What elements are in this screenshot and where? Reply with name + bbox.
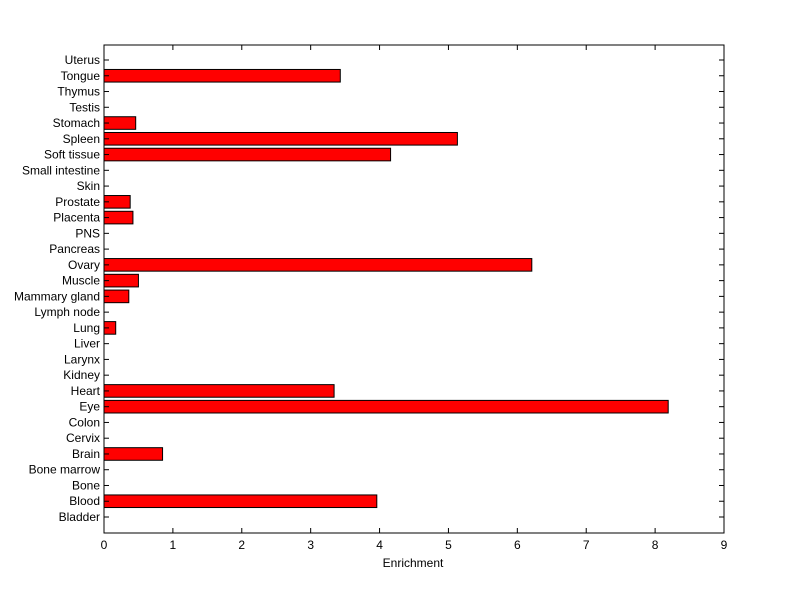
y-tick-label: Liver [74,337,100,351]
y-tick-label: Stomach [53,116,100,130]
x-tick-label: 0 [101,538,108,552]
y-tick-label: PNS [75,226,100,240]
y-tick-label: Eye [79,400,100,414]
y-tick-label: Bladder [59,510,100,524]
bar-eye [103,399,669,414]
y-tick-label: Larynx [64,352,100,366]
y-tick-label: Ovary [68,258,100,272]
y-tick-label: Heart [71,384,101,398]
y-tick-label: Mammary gland [14,289,100,303]
bars-layer [103,68,669,509]
bar-spleen [103,131,458,146]
y-tick-label: Cervix [66,431,100,445]
x-tick-label: 6 [514,538,521,552]
bar-brain [103,447,164,461]
plot-frame [103,44,725,534]
bar-blood [103,494,378,509]
y-tick-label: Lung [73,321,100,335]
x-tick-label: 8 [652,538,659,552]
y-tick-label: Colon [69,415,100,429]
y-tick-label: Uterus [65,53,100,67]
x-tick-label: 9 [721,538,728,552]
y-tick-label: Lymph node [34,305,100,319]
y-tick-label: Soft tissue [44,148,100,162]
x-tick-label: 7 [583,538,590,552]
y-tick-label: Brain [72,447,100,461]
bar-tongue [103,68,341,83]
y-tick-label: Bone marrow [29,463,101,477]
y-tick-label: Tongue [61,69,101,83]
y-tick-label: Small intestine [22,163,100,177]
y-tick-label: Testis [69,100,100,114]
x-tick-label: 4 [376,538,383,552]
y-tick-label: Pancreas [49,242,100,256]
bar-ovary [103,258,533,272]
y-tick-label: Blood [69,494,100,508]
plot-area [104,45,724,533]
y-tick-label: Placenta [53,211,100,225]
x-tick-label: 1 [170,538,177,552]
y-tick-label: Kidney [63,368,100,382]
y-tick-label: Skin [77,179,100,193]
x-tick-label: 2 [238,538,245,552]
x-axis-label: Enrichment [383,556,444,570]
y-tick-label: Muscle [62,274,100,288]
y-tick-label: Prostate [55,195,100,209]
bar-muscle [103,273,139,288]
bar-soft-tissue [103,147,392,162]
y-tick-label: Thymus [57,85,100,99]
x-tick-label: 3 [307,538,314,552]
bar-heart [103,384,335,398]
y-tick-label: Spleen [63,132,100,146]
y-tick-label: Bone [72,478,100,492]
x-tick-label: 5 [445,538,452,552]
